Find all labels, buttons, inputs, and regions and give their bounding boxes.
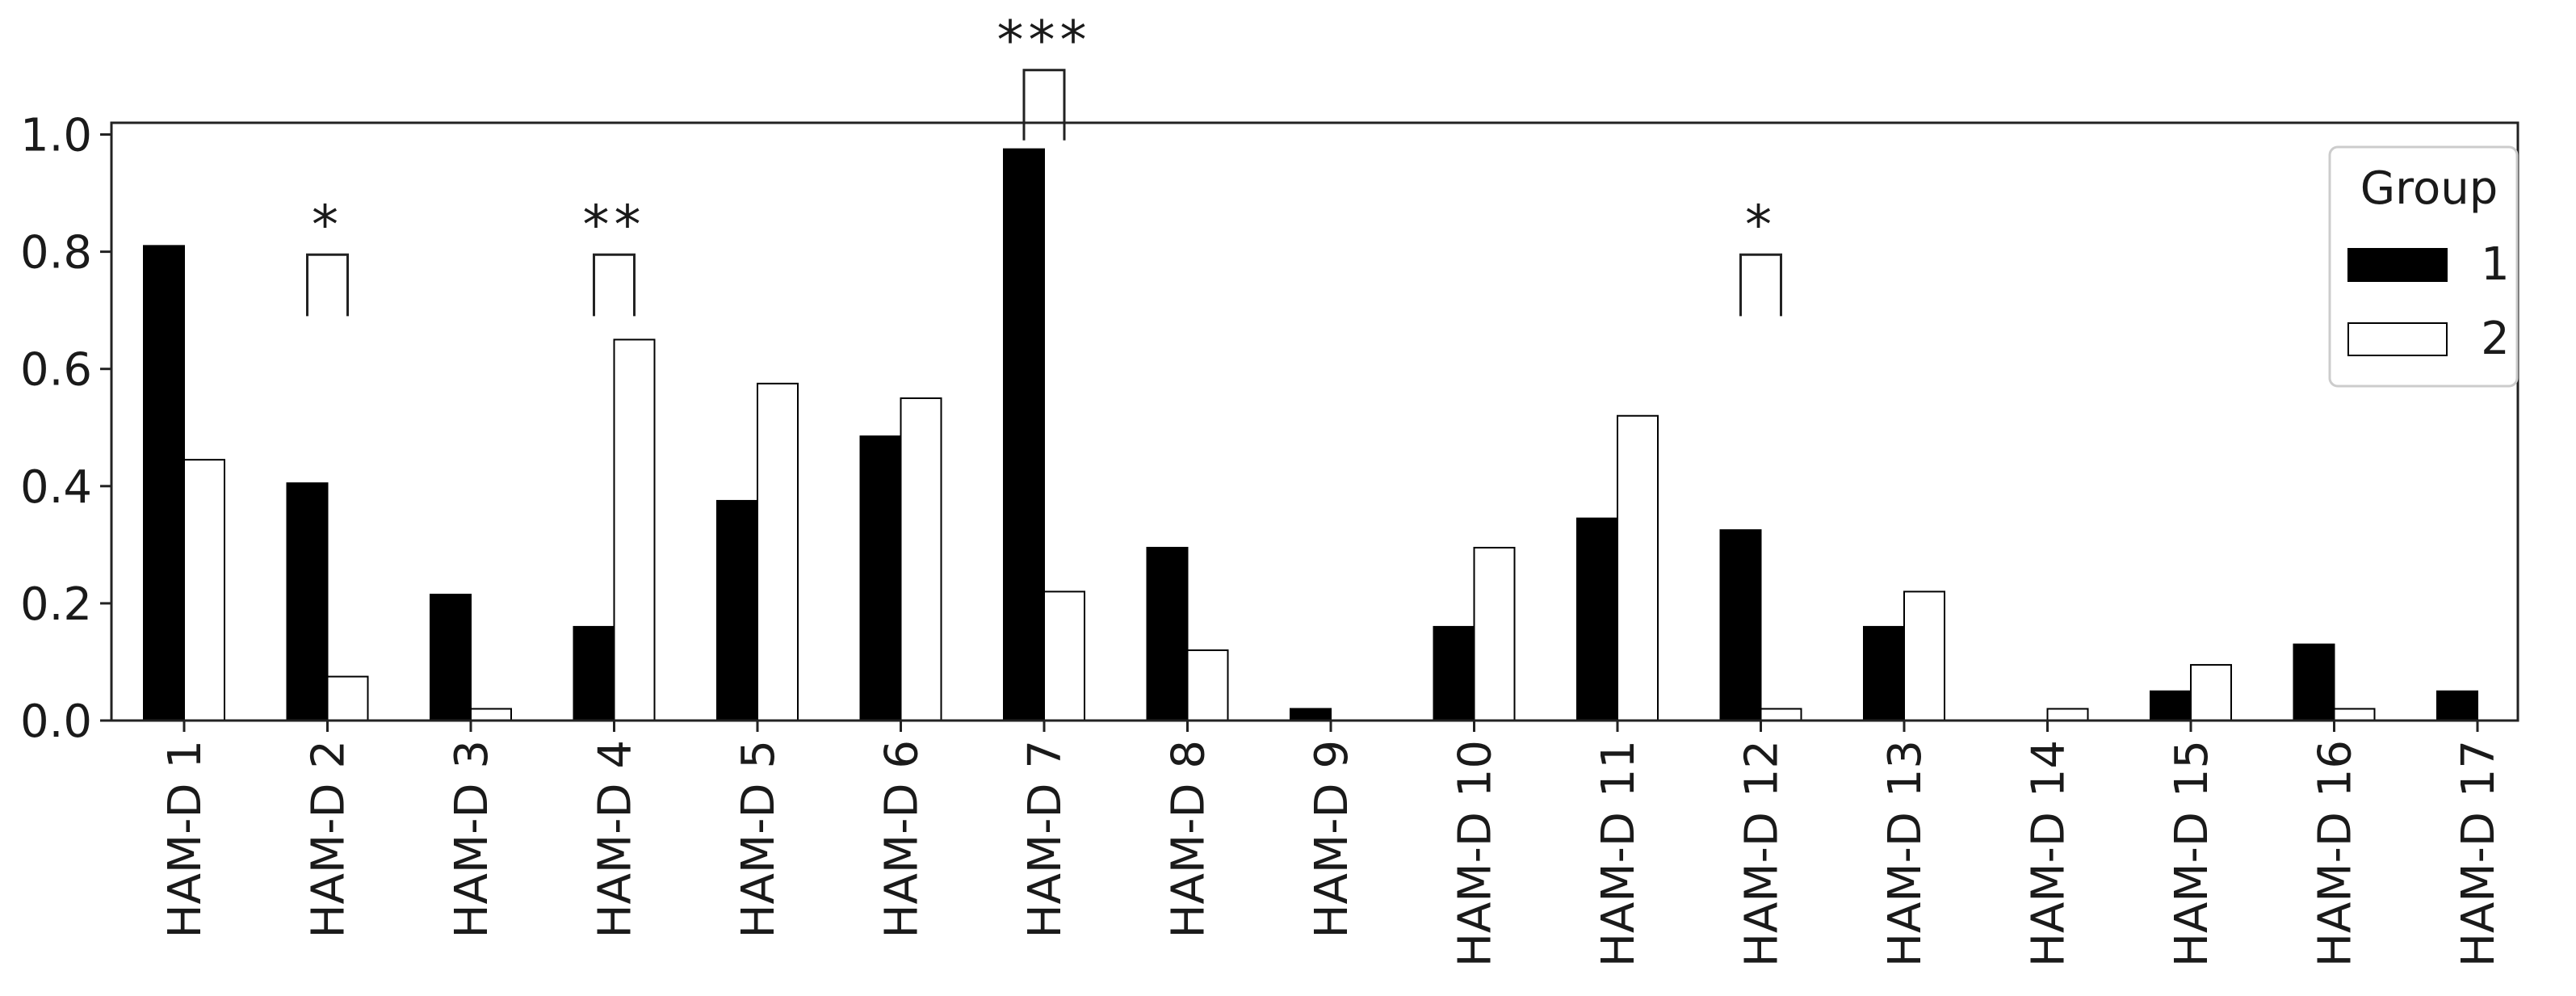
y-tick-label: 1.0 <box>20 110 92 162</box>
significance-bracket <box>306 253 349 317</box>
y-tick-label: 0.6 <box>20 344 92 397</box>
x-tick-label: HAM-D 14 <box>2023 740 2075 967</box>
x-tick-label: HAM-D 1 <box>159 740 212 939</box>
bar-group-2-ham-d-10 <box>1473 546 1516 722</box>
significance-stars: *** <box>997 10 1092 72</box>
bar-group-2-ham-d-13 <box>1903 590 1945 721</box>
bar-group-2-ham-d-11 <box>1617 414 1659 722</box>
x-tick-label: HAM-D 10 <box>1450 740 1502 967</box>
bar-group-1-ham-d-2 <box>286 482 329 721</box>
x-tick-label: HAM-D 5 <box>732 740 785 939</box>
legend-swatch-group-1 <box>2347 248 2448 282</box>
bar-group-1-ham-d-17 <box>2436 690 2478 721</box>
x-tick-label: HAM-D 11 <box>1592 740 1645 967</box>
bar-group-2-ham-d-3 <box>470 708 512 721</box>
bar-group-2-ham-d-2 <box>326 675 369 722</box>
bar-group-2-ham-d-14 <box>2046 708 2089 721</box>
legend-label-group-1: 1 <box>2481 238 2510 291</box>
y-tick-label: 0.4 <box>20 461 92 514</box>
x-tick-label: HAM-D 7 <box>1019 740 1072 939</box>
legend-label-group-2: 2 <box>2481 313 2510 365</box>
bar-group-1-ham-d-15 <box>2150 690 2192 721</box>
bar-group-1-ham-d-4 <box>573 625 615 721</box>
x-tick-label: HAM-D 16 <box>2310 740 2362 967</box>
bar-group-2-ham-d-12 <box>1760 708 1802 721</box>
bar-group-1-ham-d-5 <box>716 499 758 721</box>
significance-stars: ** <box>583 194 646 256</box>
bar-group-2-ham-d-1 <box>183 459 225 721</box>
significance-bracket <box>1022 69 1066 141</box>
plot-area-frame <box>110 121 2519 722</box>
x-tick-label: HAM-D 17 <box>2452 740 2505 967</box>
bar-group-2-ham-d-8 <box>1186 649 1229 721</box>
x-tick-label: HAM-D 4 <box>589 740 642 939</box>
bar-group-2-ham-d-7 <box>1043 590 1085 721</box>
bar-group-2-ham-d-16 <box>2333 708 2376 721</box>
bar-group-1-ham-d-6 <box>859 435 902 721</box>
y-axis: 0.0 0.2 0.4 0.6 0.8 1.0 <box>20 110 111 748</box>
x-tick-label: HAM-D 15 <box>2166 740 2218 967</box>
significance-bracket <box>593 253 636 317</box>
significance-stars: * <box>1745 194 1777 256</box>
x-tick-label: HAM-D 12 <box>1736 740 1789 967</box>
bar-group-1-ham-d-1 <box>143 245 185 721</box>
x-tick-label: HAM-D 13 <box>1879 740 1932 967</box>
y-tick-label: 0.0 <box>20 696 92 748</box>
bar-group-1-ham-d-7 <box>1003 148 1045 722</box>
bar-group-2-ham-d-4 <box>613 338 656 721</box>
bar-group-1-ham-d-9 <box>1290 708 1332 721</box>
bar-group-1-ham-d-16 <box>2293 643 2335 722</box>
bar-group-1-ham-d-12 <box>1719 529 1762 722</box>
bar-group-1-ham-d-11 <box>1576 517 1618 721</box>
x-tick-label: HAM-D 3 <box>446 740 498 939</box>
bars-layer <box>143 148 2478 722</box>
x-axis: HAM-D 1 HAM-D 2 HAM-D 3 HAM-D 4 HAM-D 5 HAM-D… <box>159 721 2505 967</box>
y-tick-label: 0.2 <box>20 578 92 631</box>
significance-annotations: * ****** <box>306 10 1782 317</box>
x-tick-label: HAM-D 6 <box>876 740 929 939</box>
bar-group-1-ham-d-13 <box>1863 625 1905 721</box>
significance-stars: * <box>312 194 343 256</box>
bar-group-1-ham-d-8 <box>1146 546 1189 722</box>
x-tick-label: HAM-D 9 <box>1306 740 1358 939</box>
bar-group-1-ham-d-3 <box>430 594 472 721</box>
bar-group-1-ham-d-10 <box>1433 625 1475 721</box>
x-tick-label: HAM-D 2 <box>303 740 355 939</box>
legend-swatch-group-2 <box>2347 322 2448 356</box>
legend-title: Group <box>2360 162 2498 215</box>
bar-group-2-ham-d-5 <box>757 382 799 721</box>
x-tick-label: HAM-D 8 <box>1163 740 1215 939</box>
legend: Group 1 2 <box>2328 145 2519 388</box>
bar-group-2-ham-d-15 <box>2190 664 2232 721</box>
bar-group-2-ham-d-6 <box>900 397 942 721</box>
y-tick-label: 0.8 <box>20 227 92 279</box>
significance-bracket <box>1739 253 1782 317</box>
